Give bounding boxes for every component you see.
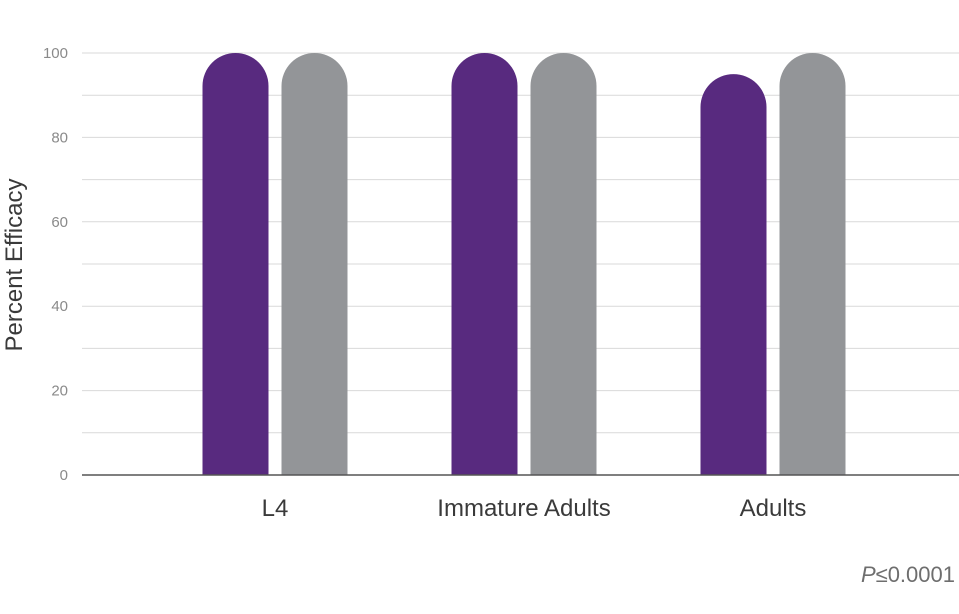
y-tick-20: 20 xyxy=(51,383,68,400)
bar-immature-adults-1 xyxy=(451,53,518,476)
bar-l4-2 xyxy=(281,53,348,476)
y-tick-100: 100 xyxy=(43,45,68,62)
y-tick-0: 0 xyxy=(60,467,68,484)
category-labels: L4 Immature Adults Adults xyxy=(262,495,807,522)
bars xyxy=(202,53,846,476)
bar-immature-adults-2 xyxy=(530,53,597,476)
p-value-letter: P xyxy=(861,562,876,587)
category-label-immature-adults: Immature Adults xyxy=(437,495,610,522)
bar-l4-1 xyxy=(202,53,269,476)
y-tick-60: 60 xyxy=(51,214,68,231)
category-label-adults: Adults xyxy=(740,495,807,522)
p-value-note: P≤0.0001 xyxy=(861,562,955,587)
y-tick-80: 80 xyxy=(51,129,68,146)
y-tick-labels: 0 20 40 60 80 100 xyxy=(43,45,68,484)
bar-adults-1 xyxy=(700,74,767,475)
bar-adults-2 xyxy=(779,53,846,476)
category-label-l4: L4 xyxy=(262,495,289,522)
y-tick-40: 40 xyxy=(51,298,68,315)
p-value-text: ≤0.0001 xyxy=(876,562,955,587)
y-axis-title: Percent Efficacy xyxy=(1,179,28,352)
